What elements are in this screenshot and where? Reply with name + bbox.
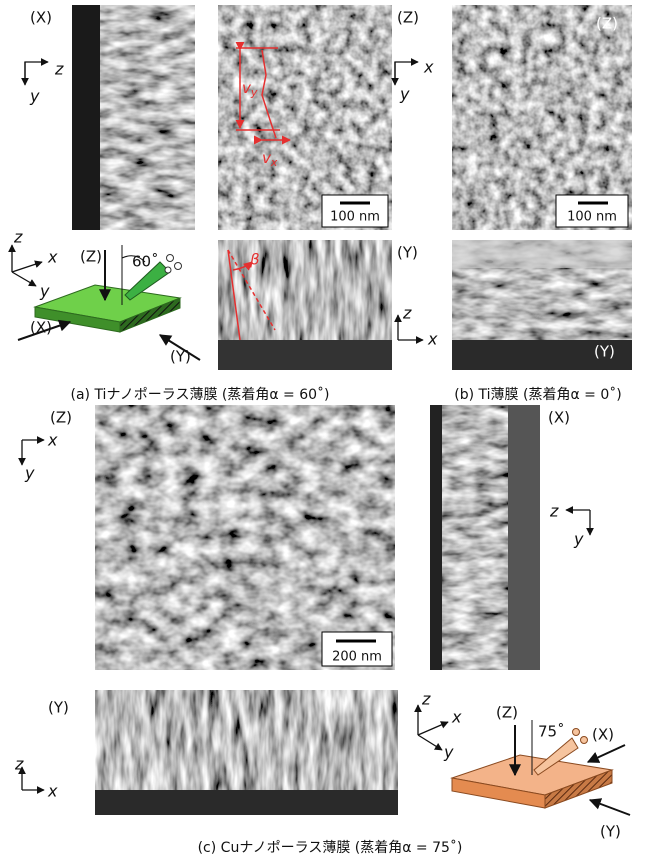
axis-label: z xyxy=(13,228,23,247)
axis-label: x xyxy=(451,708,462,727)
caption: (b) Ti薄膜 (蒸着角α = 0˚) xyxy=(454,386,621,403)
view-label: (X) xyxy=(30,9,52,27)
figure: (X) z y (Z) 100 nm x y (Z) 100 nm z x y … xyxy=(0,0,654,861)
view-label: (Z) xyxy=(496,704,518,722)
angle-label: 60˚ xyxy=(132,253,159,271)
axis-label: z xyxy=(421,690,431,709)
view-label: (X) xyxy=(548,409,570,427)
axis-label: x xyxy=(47,248,58,267)
sem-substrate xyxy=(218,340,392,370)
axis-label: y xyxy=(29,87,40,106)
view-label: (Y) xyxy=(397,244,418,262)
sem-substrate xyxy=(508,405,540,670)
view-label: (Y) xyxy=(48,699,69,717)
axis-label: x xyxy=(423,58,434,77)
view-label: (Y) xyxy=(170,348,191,366)
angle-label: 75˚ xyxy=(538,723,565,741)
axis-label: x xyxy=(427,330,438,349)
scale-label: 200 nm xyxy=(332,650,382,665)
axis-label: y xyxy=(399,85,410,104)
axis-label: z xyxy=(549,502,559,521)
scale-label: 100 nm xyxy=(330,210,380,225)
vector-subscript: y xyxy=(250,86,258,99)
sem-substrate xyxy=(95,790,398,815)
view-label: (Z) xyxy=(596,15,618,33)
caption: (a) Tiナノポーラス薄膜 (蒸着角α = 60˚) xyxy=(70,386,329,403)
axis-label: y xyxy=(39,282,50,301)
sem-image xyxy=(95,405,395,670)
sample-diagram xyxy=(18,245,200,360)
sem-background xyxy=(430,405,442,670)
vector-subscript: x xyxy=(270,156,278,169)
view-label: (Y) xyxy=(600,823,621,841)
axis-label: x xyxy=(47,782,58,801)
axis-label: y xyxy=(443,743,454,762)
angle-label: β xyxy=(249,251,260,269)
caption: (c) Cuナノポーラス薄膜 (蒸着角α = 75˚) xyxy=(198,839,463,856)
axis-label: y xyxy=(24,464,35,483)
axis-label: y xyxy=(573,530,584,549)
axis-label: x xyxy=(47,431,58,450)
sem-background xyxy=(72,5,100,230)
view-label: (Z) xyxy=(80,248,102,266)
view-label: (X) xyxy=(592,726,614,744)
sem-surface xyxy=(452,240,632,268)
view-label: (Y) xyxy=(594,343,615,361)
view-label: (X) xyxy=(30,319,52,337)
axis-label: z xyxy=(14,755,24,774)
view-label: (Z) xyxy=(50,409,72,427)
axis-label: z xyxy=(54,60,64,79)
axis-label: z xyxy=(402,304,412,323)
scale-label: 100 nm xyxy=(567,210,617,225)
view-label: (Z) xyxy=(397,9,419,27)
